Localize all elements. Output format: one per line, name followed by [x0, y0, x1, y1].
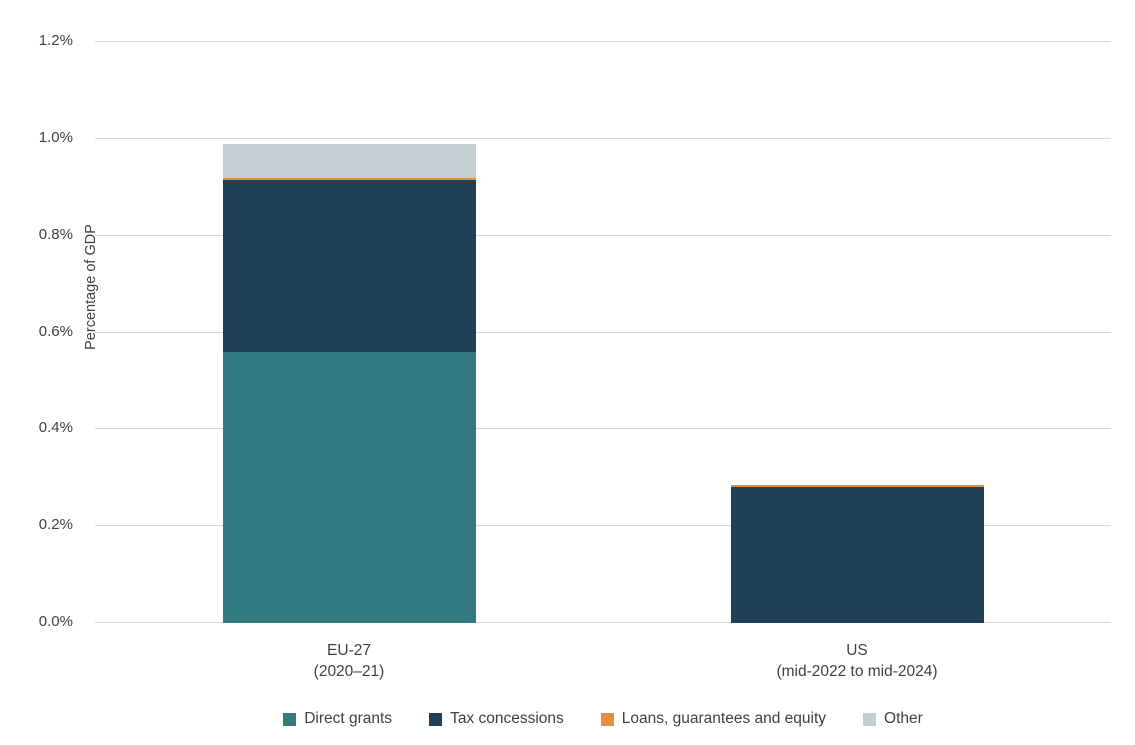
legend-swatch-icon — [429, 712, 443, 726]
legend-label: Tax concessions — [450, 710, 564, 727]
y-tick-label: 0.0% — [38, 613, 73, 630]
y-tick-label: 0.4% — [38, 419, 73, 437]
x-axis-category-label: EU-27 (2020–21) — [189, 640, 509, 682]
category-period: (2020–21) — [313, 663, 385, 680]
legend-item-tax-concessions: Tax concessions — [429, 710, 564, 728]
y-tick-label: 1.2% — [38, 32, 73, 49]
legend-swatch-icon — [600, 712, 614, 726]
legend-label: Other — [884, 710, 923, 727]
category-name: EU-27 — [327, 642, 371, 659]
bar-us — [730, 485, 984, 623]
gridline-0.4% — [95, 428, 1111, 430]
bar-segment-loans-guarantees-and-equity — [730, 485, 984, 488]
x-axis-category-label: US (mid-2022 to mid-2024) — [697, 640, 1017, 682]
legend-swatch-icon — [863, 712, 877, 726]
legend-item-other: Other — [863, 710, 923, 728]
legend-label: Direct grants — [304, 710, 393, 727]
gridline-1.2% — [95, 41, 1111, 42]
plot-area: Percentage of GDP 0.0% 0.2% 0.4% 0.6% 0.8% 1.… — [39, 32, 1111, 680]
legend-label: Loans, guarantees and equity — [621, 710, 827, 727]
y-tick-label: 0.2% — [38, 516, 73, 534]
bar-segment-other — [222, 143, 476, 178]
gridline-0.6% — [95, 331, 1111, 333]
legend-swatch-icon — [283, 712, 297, 726]
bar-eu-27 — [222, 143, 476, 623]
y-tick-label: 1.0% — [38, 128, 73, 146]
category-period: (mid-2022 to mid-2024) — [776, 663, 938, 680]
gridline-0.8% — [95, 234, 1111, 236]
legend-item-direct-grants: Direct grants — [283, 710, 392, 728]
bar-segment-direct-grants — [222, 351, 476, 623]
category-name: US — [846, 642, 868, 659]
legend-item-loans-guarantees-and-equity: Loans, guarantees and equity — [600, 710, 827, 728]
bar-segment-tax-concessions — [222, 180, 476, 352]
gridline-0.0% — [95, 622, 1111, 623]
y-tick-label: 0.6% — [38, 322, 73, 340]
gridline-0.2% — [95, 525, 1111, 527]
gridline-1.0% — [95, 137, 1111, 139]
bar-segment-tax-concessions — [730, 487, 984, 623]
y-tick-label: 0.8% — [38, 225, 73, 243]
y-axis-title: Percentage of GDP — [83, 224, 99, 350]
bar-segment-loans-guarantees-and-equity — [222, 177, 476, 180]
legend: Direct grants Tax concessions Loans, guara… — [95, 710, 1111, 728]
